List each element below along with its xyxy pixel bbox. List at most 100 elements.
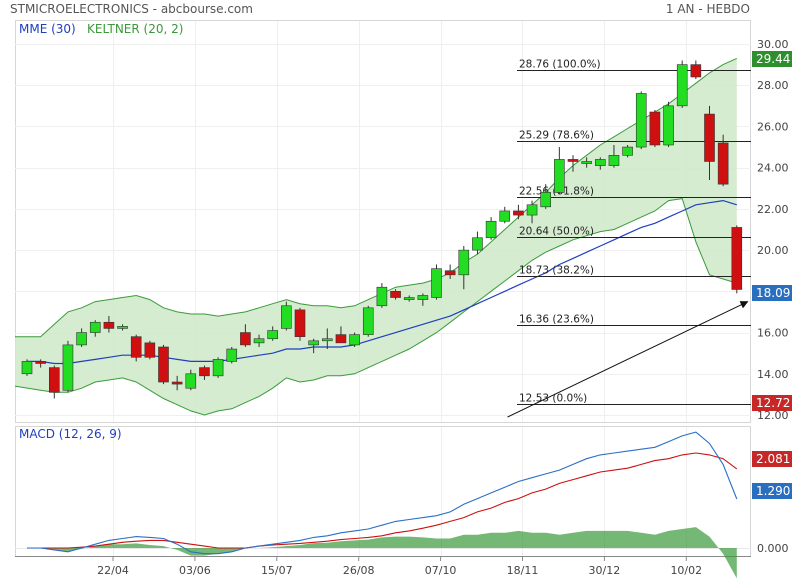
- macd-y-tick-label: 0.000: [757, 542, 789, 555]
- candle: [212, 357, 224, 378]
- price-panel-frame: [15, 20, 751, 423]
- candle-body: [48, 367, 60, 393]
- candle-body: [144, 342, 156, 358]
- fibonacci-label: 25.29 (78.6%): [519, 130, 594, 142]
- badge-price-last-label: 18.09: [756, 286, 790, 300]
- x-tick-label: 26/08: [343, 564, 375, 577]
- chart-title: STMICROELECTRONICS - abcbourse.com: [10, 2, 253, 16]
- x-tick-label: 03/06: [179, 564, 211, 577]
- x-tick-label: 07/10: [425, 564, 457, 577]
- candle: [676, 60, 688, 108]
- fibonacci-label: 18.73 (38.2%): [519, 265, 594, 277]
- candle: [48, 365, 60, 399]
- candle: [622, 144, 633, 158]
- candle: [608, 144, 620, 168]
- candle: [117, 324, 128, 331]
- candle-body: [458, 249, 470, 276]
- candle: [717, 134, 729, 187]
- candle-body: [608, 155, 620, 166]
- candle: [403, 295, 415, 302]
- candle-body: [321, 338, 333, 342]
- candle-body: [253, 338, 265, 344]
- candle-body: [62, 344, 74, 391]
- fibonacci-label: 20.64 (50.0%): [519, 226, 594, 238]
- candle-body: [185, 373, 197, 389]
- x-tick-label: 15/07: [261, 564, 293, 577]
- candle-body: [540, 192, 552, 208]
- candle: [158, 344, 169, 385]
- candle-body: [308, 340, 319, 346]
- candle: [21, 359, 33, 376]
- keltner-band: [15, 58, 737, 416]
- candle: [103, 316, 115, 333]
- candle: [499, 206, 511, 224]
- candle-body: [704, 113, 715, 162]
- badge-signal: 1.290: [752, 483, 792, 499]
- candle: [431, 264, 442, 300]
- candle: [567, 155, 579, 172]
- candle-body: [635, 93, 647, 148]
- chart-period: 1 AN - HEBDO: [665, 2, 750, 16]
- trend-line: [507, 301, 749, 418]
- candle-body: [199, 367, 210, 377]
- candle-body: [376, 286, 388, 307]
- fibonacci-label: 28.76 (100.0%): [519, 59, 601, 71]
- candle: [35, 359, 46, 368]
- y-tick-label: 22.00: [757, 203, 789, 216]
- candle: [513, 204, 524, 220]
- candle: [731, 225, 743, 294]
- macd-line: [27, 431, 738, 555]
- candle: [581, 157, 592, 168]
- badge-macd-label: 2.081: [756, 452, 790, 466]
- candle-body: [663, 105, 674, 146]
- candle-body: [472, 237, 483, 251]
- candle: [89, 320, 101, 337]
- candle-body: [212, 359, 224, 377]
- candle-body: [444, 270, 456, 276]
- candle-body: [649, 111, 661, 146]
- candle: [349, 332, 360, 347]
- candle: [321, 328, 333, 350]
- candle: [171, 375, 183, 391]
- candle: [458, 245, 470, 290]
- badge-macd: 2.081: [752, 451, 792, 467]
- candle: [635, 91, 647, 150]
- candle: [485, 217, 497, 240]
- candle-body: [526, 204, 538, 216]
- macd-signal-line: [27, 452, 738, 549]
- candle-body: [294, 309, 306, 337]
- candle: [472, 231, 483, 255]
- x-tick-label: 18/11: [507, 564, 539, 577]
- candle-body: [117, 326, 128, 329]
- candle-body: [103, 321, 115, 329]
- candle-body: [731, 227, 743, 290]
- candle: [594, 157, 606, 170]
- candle-body: [35, 361, 46, 364]
- candle-body: [499, 210, 511, 222]
- candle-body: [690, 64, 702, 78]
- candle-body: [349, 334, 360, 346]
- candle-body: [485, 220, 497, 239]
- candle: [144, 340, 156, 360]
- candle-body: [281, 305, 292, 329]
- candle: [62, 340, 74, 393]
- candle-body: [513, 210, 524, 216]
- candle: [362, 305, 374, 337]
- badge-price-top: 29.44: [752, 51, 792, 67]
- legend-macd: MACD (12, 26, 9): [19, 427, 122, 441]
- candle: [335, 326, 347, 344]
- candle-body: [567, 159, 579, 162]
- candle: [649, 109, 661, 148]
- candle-body: [417, 295, 429, 300]
- candle-body: [267, 330, 279, 340]
- y-tick-label: 24.00: [757, 162, 789, 175]
- candle: [554, 147, 565, 195]
- candle: [417, 293, 429, 306]
- badge-signal-label: 1.290: [756, 484, 790, 498]
- candle: [308, 338, 319, 354]
- candle-body: [390, 291, 401, 298]
- candle-body: [622, 146, 633, 156]
- candle-body: [130, 336, 142, 358]
- candle: [663, 101, 674, 148]
